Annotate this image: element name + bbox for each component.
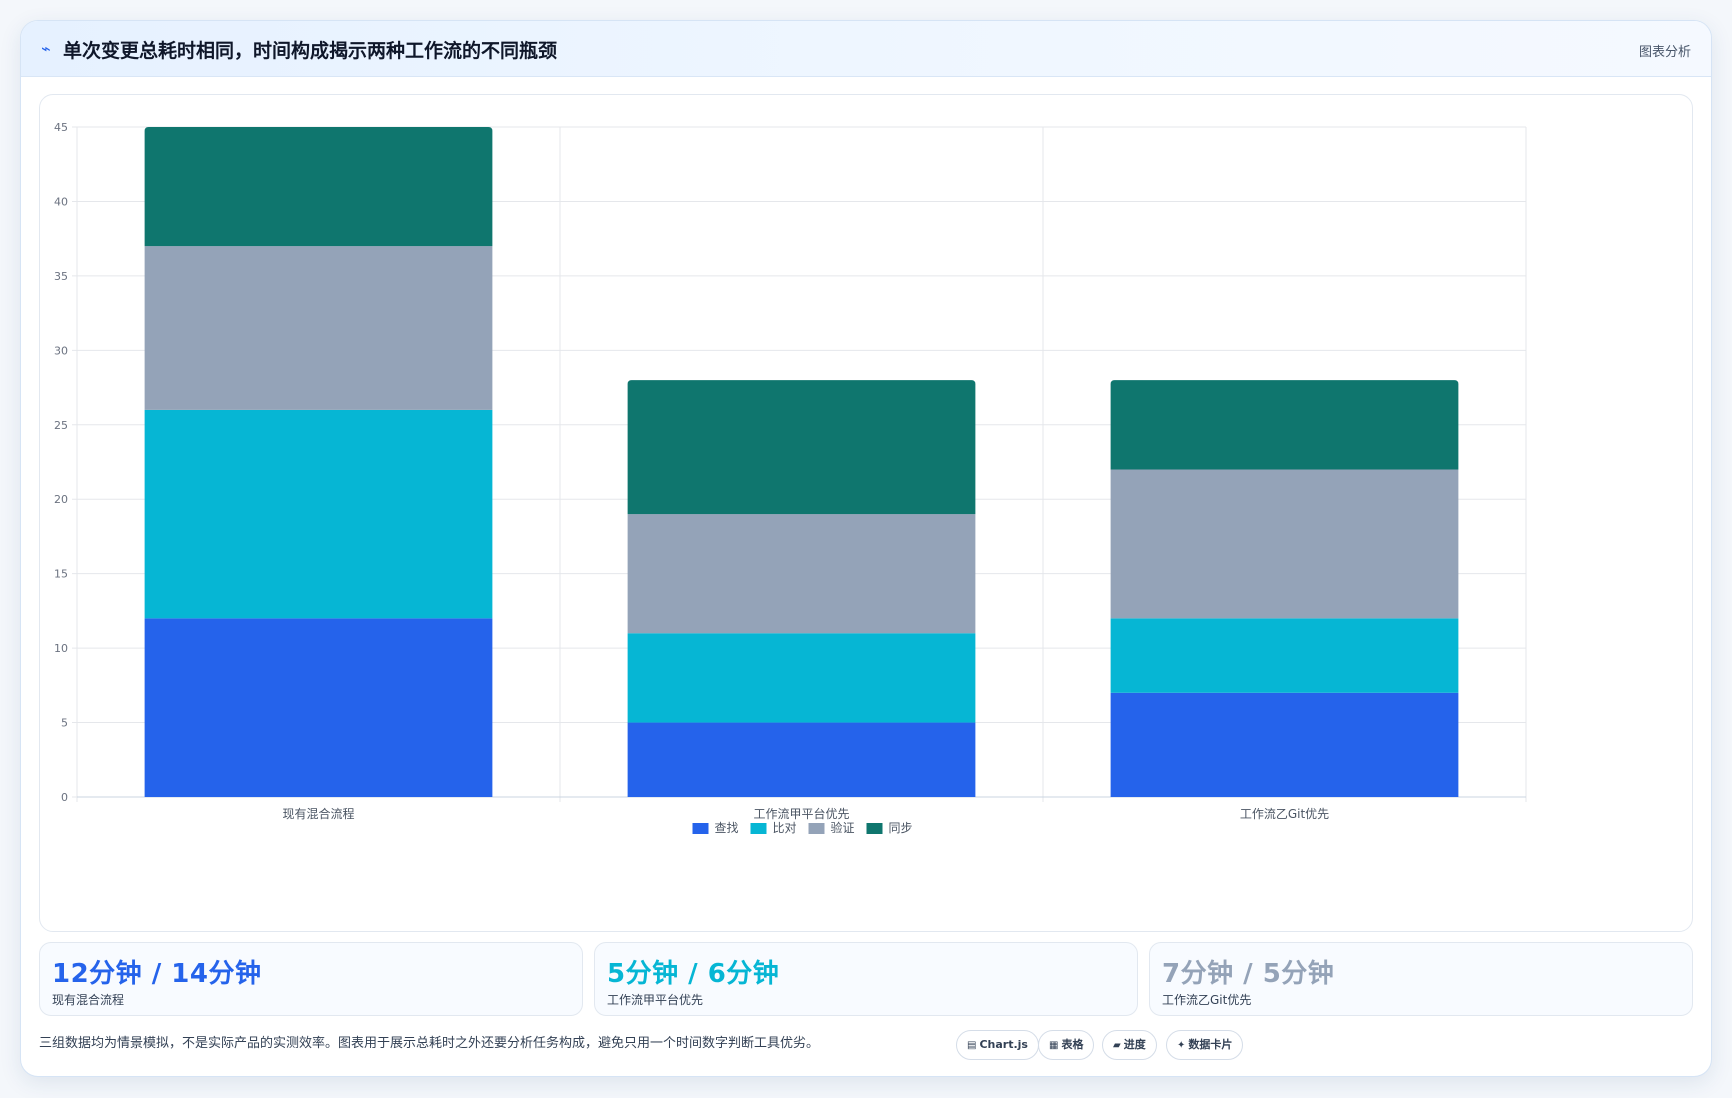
stat-card-workflow-b: 7分钟 / 5分钟 工作流乙Git优先 xyxy=(1149,942,1693,1016)
legend-swatch xyxy=(692,823,709,834)
stat-label: 现有混合流程 xyxy=(52,993,125,1007)
y-tick-label: 0 xyxy=(61,791,68,804)
pill-label: 表格 xyxy=(1061,1038,1084,1051)
chart-icon: ▤ xyxy=(967,1040,977,1051)
chart-line-icon: ⌁ xyxy=(41,39,51,58)
chart-card: ⌁ 单次变更总耗时相同，时间构成揭示两种工作流的不同瓶颈 图表分析 0 5 10 15… xyxy=(20,20,1712,1077)
legend-swatch xyxy=(866,823,883,834)
card-header: ⌁ 单次变更总耗时相同，时间构成揭示两种工作流的不同瓶颈 图表分析 xyxy=(21,21,1711,77)
progress-icon: ▰ xyxy=(1113,1040,1121,1051)
y-tick-label: 30 xyxy=(54,344,68,357)
chart-title: 单次变更总耗时相同，时间构成揭示两种工作流的不同瓶颈 xyxy=(63,40,558,62)
bar-segment xyxy=(144,618,493,797)
pill-label: 数据卡片 xyxy=(1188,1038,1233,1051)
legend-swatch xyxy=(750,823,767,834)
bar-segment xyxy=(1110,618,1459,693)
bar-segment xyxy=(1110,469,1459,619)
pill-table[interactable]: ▦ 表格 xyxy=(1038,1030,1095,1060)
bar-segment xyxy=(144,127,493,247)
sparkle-icon: ✦ xyxy=(1177,1040,1186,1051)
stat-value: 7分钟 / 5分钟 xyxy=(1162,959,1335,989)
x-tick-label: 工作流甲平台优先 xyxy=(753,806,849,821)
pill-label: 进度 xyxy=(1123,1038,1146,1051)
chart-panel: 0 5 10 15 20 25 30 35 40 45 现有混合流程 工作流甲平台优先 工作流乙Git优… xyxy=(39,94,1693,932)
bar-segment xyxy=(144,246,493,410)
table-icon: ▦ xyxy=(1049,1040,1059,1051)
legend-label: 查找 xyxy=(715,821,739,835)
stat-cards: 12分钟 / 14分钟 现有混合流程 5分钟 / 6分钟 工作流甲平台优先 7分… xyxy=(39,942,1693,1016)
y-tick-label: 5 xyxy=(61,717,68,730)
pill-progress[interactable]: ▰ 进度 xyxy=(1102,1030,1157,1060)
legend-label: 同步 xyxy=(889,821,913,835)
stat-value: 5分钟 / 6分钟 xyxy=(607,959,780,989)
pill-chartjs[interactable]: ▤ Chart.js xyxy=(956,1030,1039,1060)
stat-label: 工作流甲平台优先 xyxy=(607,993,704,1007)
footnote: 三组数据均为情景模拟，不是实际产品的实测效率。图表用于展示总耗时之外还要分析任务… xyxy=(39,1036,820,1051)
bar-segment xyxy=(1110,692,1459,797)
x-tick-label: 工作流乙Git优先 xyxy=(1240,807,1329,821)
y-tick-label: 45 xyxy=(54,121,68,134)
pill-data-card[interactable]: ✦ 数据卡片 xyxy=(1166,1030,1244,1060)
y-tick-label: 10 xyxy=(54,642,68,655)
bar-segment xyxy=(627,514,976,634)
bar-segment xyxy=(1110,380,1459,470)
y-tick-label: 40 xyxy=(54,195,68,208)
bar-segment xyxy=(144,409,493,619)
x-tick-label: 现有混合流程 xyxy=(282,806,354,821)
legend-label: 比对 xyxy=(773,821,797,835)
stacked-bar-chart: 0 5 10 15 20 25 30 35 40 45 现有混合流程 工作流甲平台优先 工作流乙Git优… xyxy=(54,121,1527,835)
legend-label: 验证 xyxy=(831,820,855,835)
bar-segment xyxy=(627,633,976,723)
section-tag: 图表分析 xyxy=(1638,45,1691,60)
y-tick-label: 20 xyxy=(54,493,68,506)
y-tick-label: 15 xyxy=(54,568,68,581)
bar-segment xyxy=(627,380,976,515)
bar-segment xyxy=(627,722,976,797)
stat-card-workflow-a: 5分钟 / 6分钟 工作流甲平台优先 xyxy=(594,942,1138,1016)
stat-value: 12分钟 / 14分钟 xyxy=(52,959,262,989)
y-tick-label: 35 xyxy=(54,270,68,283)
stat-card-mixed: 12分钟 / 14分钟 现有混合流程 xyxy=(39,942,583,1016)
stat-label: 工作流乙Git优先 xyxy=(1162,993,1252,1007)
legend-swatch xyxy=(808,823,825,834)
pill-label: Chart.js xyxy=(979,1038,1028,1051)
y-tick-label: 25 xyxy=(54,419,68,432)
